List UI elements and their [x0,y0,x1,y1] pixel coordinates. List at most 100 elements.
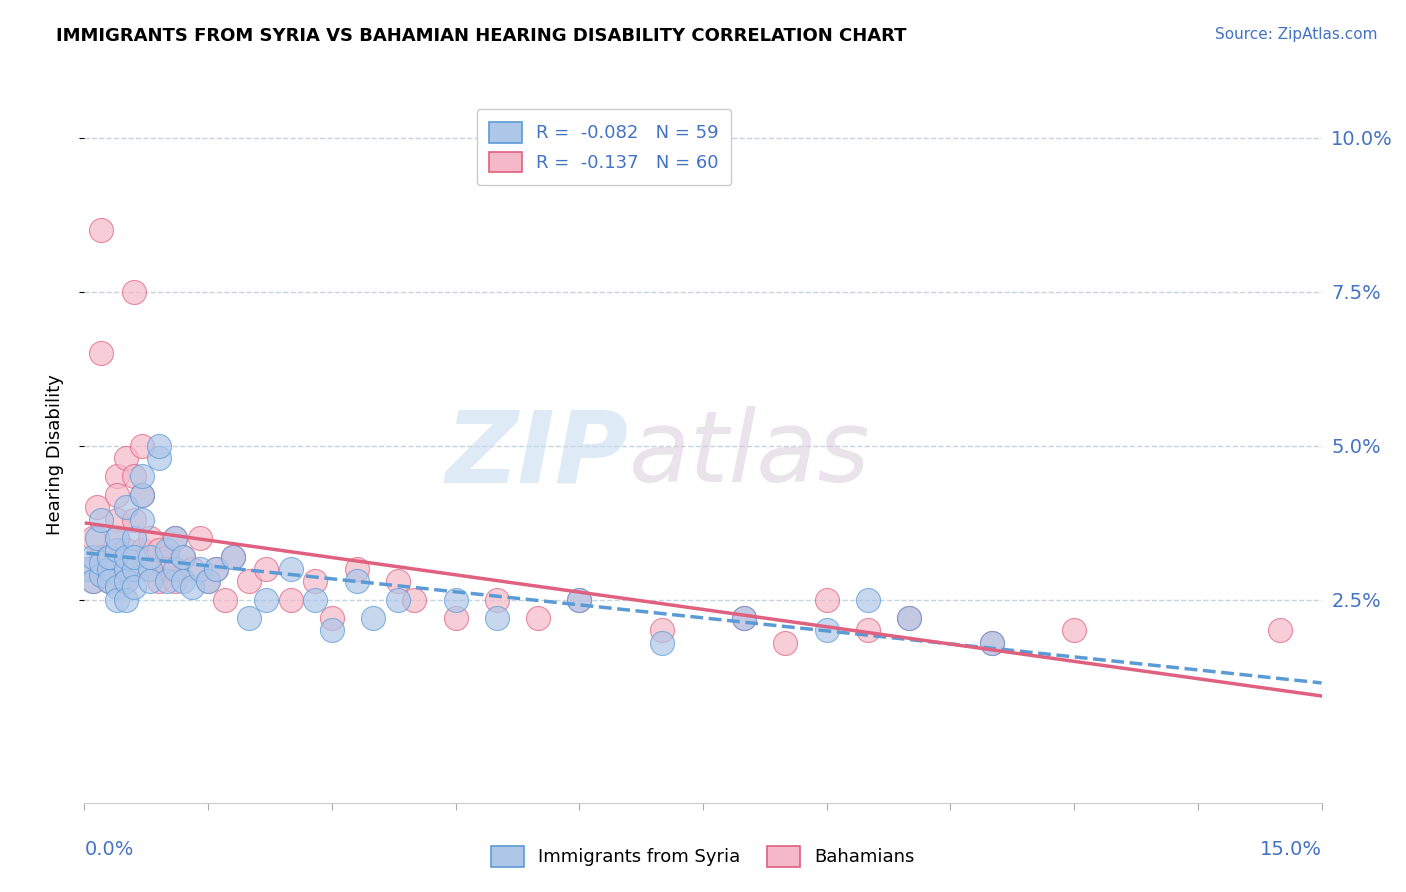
Point [651,624,673,638]
Text: IMMIGRANTS FROM SYRIA VS BAHAMIAN HEARING DISABILITY CORRELATION CHART: IMMIGRANTS FROM SYRIA VS BAHAMIAN HEARIN… [56,27,907,45]
Point [651,636,673,650]
Point [90,556,112,570]
Point [568,592,591,607]
Point [82,574,104,589]
Point [122,549,145,564]
Legend: Immigrants from Syria, Bahamians: Immigrants from Syria, Bahamians [484,838,922,874]
Point [165,531,187,545]
Point [122,580,145,594]
Point [105,580,128,594]
Point [188,531,211,545]
Point [122,512,145,526]
Text: ZIP: ZIP [446,407,628,503]
Point [105,469,128,483]
Point [775,636,797,650]
Point [114,543,136,558]
Point [139,549,162,564]
Point [304,592,326,607]
Point [444,592,467,607]
Point [321,624,343,638]
Point [105,531,128,545]
Point [98,574,121,589]
Point [197,574,219,589]
Point [856,592,879,607]
Point [156,574,179,589]
Point [222,549,245,564]
Point [98,562,121,576]
Point [122,285,145,299]
Point [485,592,508,607]
Point [105,512,128,526]
Point [527,611,550,625]
Point [131,439,153,453]
Point [77,562,100,576]
Point [105,592,128,607]
Point [90,223,112,237]
Point [131,488,153,502]
Point [82,574,104,589]
Point [733,611,755,625]
Point [898,611,921,625]
Point [90,512,112,526]
Point [131,512,153,526]
Point [105,531,128,545]
Point [114,562,136,576]
Point [148,574,170,589]
Y-axis label: Hearing Disability: Hearing Disability [45,375,63,535]
Point [122,562,145,576]
Point [387,592,409,607]
Text: atlas: atlas [628,407,870,503]
Point [90,346,112,360]
Point [346,562,368,576]
Point [188,562,211,576]
Point [156,562,179,576]
Point [205,562,228,576]
Point [1063,624,1085,638]
Point [280,562,302,576]
Point [148,543,170,558]
Point [165,574,187,589]
Point [139,531,162,545]
Point [148,439,170,453]
Point [568,592,591,607]
Point [122,531,145,545]
Point [131,543,153,558]
Point [122,469,145,483]
Point [304,574,326,589]
Point [98,574,121,589]
Point [98,562,121,576]
Point [82,549,104,564]
Point [387,574,409,589]
Point [114,562,136,576]
Point [86,531,108,545]
Point [485,611,508,625]
Point [197,574,219,589]
Point [254,562,277,576]
Point [898,611,921,625]
Point [114,450,136,465]
Point [105,543,128,558]
Point [98,549,121,564]
Text: Source: ZipAtlas.com: Source: ZipAtlas.com [1215,27,1378,42]
Point [139,562,162,576]
Point [114,574,136,589]
Point [165,562,187,576]
Text: 15.0%: 15.0% [1260,839,1322,859]
Point [156,543,179,558]
Point [172,549,194,564]
Point [180,562,202,576]
Point [90,549,112,564]
Point [214,592,236,607]
Point [205,562,228,576]
Point [156,549,179,564]
Point [172,549,194,564]
Point [165,531,187,545]
Point [815,624,838,638]
Point [980,636,1002,650]
Text: 0.0%: 0.0% [84,839,134,859]
Point [361,611,384,625]
Point [815,592,838,607]
Point [444,611,467,625]
Point [114,500,136,515]
Point [346,574,368,589]
